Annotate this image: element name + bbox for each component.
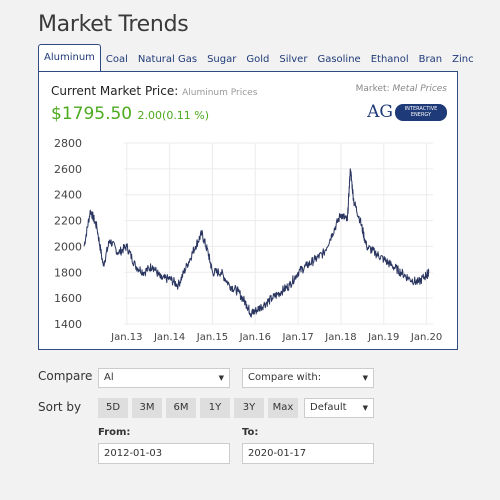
sort-select-value: Default — [310, 402, 347, 413]
logo-text: AG — [367, 102, 393, 122]
y-tick-label: 2600 — [54, 163, 82, 176]
compare-label: Compare — [38, 369, 93, 383]
y-tick-label: 1400 — [54, 318, 82, 331]
range-6m-button[interactable]: 6M — [166, 398, 196, 418]
market-label: Market: Metal Prices — [356, 84, 447, 94]
logo-pill-line1: INTERACTIVE — [404, 106, 438, 112]
price-chart: 1400 1600 1800 2000 2200 2400 2600 2800 Jan.13 Ja… — [54, 137, 442, 343]
y-tick-label: 2800 — [54, 137, 82, 150]
price-value: $1795.50 — [51, 104, 133, 124]
compare-with-select[interactable]: Compare with: ▼ — [242, 368, 374, 388]
commodity-tabs: Aluminum Coal Natural Gas Sugar Gold Sil… — [38, 44, 479, 71]
tab-ethanol[interactable]: Ethanol — [370, 54, 409, 65]
logo-pill-line2: ENERGY — [410, 112, 432, 118]
tab-coal[interactable]: Coal — [105, 54, 128, 65]
brand-logo: AG INTERACTIVE ENERGY — [367, 102, 447, 122]
y-tick-label: 1800 — [54, 266, 82, 279]
x-tick-label: Jan.17 — [281, 332, 313, 343]
y-tick-label: 2200 — [54, 215, 82, 228]
current-price-label: Current Market Price: Aluminum Prices — [51, 84, 257, 98]
x-tick-label: Jan.16 — [239, 332, 271, 343]
x-tick-label: Jan.14 — [153, 332, 185, 343]
x-tick-label: Jan.13 — [110, 332, 142, 343]
y-tick-label: 2400 — [54, 189, 82, 202]
compare-with-value: Compare with: — [248, 372, 322, 383]
range-1y-button[interactable]: 1Y — [200, 398, 230, 418]
tab-natural-gas[interactable]: Natural Gas — [137, 54, 198, 65]
sort-select[interactable]: Default ▼ — [304, 398, 374, 418]
range-3y-button[interactable]: 3Y — [234, 398, 264, 418]
x-tick-label: Jan.20 — [410, 332, 442, 343]
tab-aluminum[interactable]: Aluminum — [38, 44, 101, 71]
current-price-subtitle: Aluminum Prices — [182, 88, 258, 98]
range-5d-button[interactable]: 5D — [98, 398, 128, 418]
y-tick-label: 1600 — [54, 292, 82, 305]
chevron-down-icon: ▼ — [218, 374, 224, 382]
x-tick-label: Jan.18 — [324, 332, 356, 343]
market-label-text: Market: — [355, 84, 390, 94]
market-value: Metal Prices — [392, 84, 447, 94]
page-title: Market Trends — [38, 12, 189, 37]
chevron-down-icon: ▼ — [362, 374, 368, 382]
to-date-input[interactable]: 2020-01-17 — [242, 443, 374, 464]
from-date-input[interactable]: 2012-01-03 — [98, 443, 230, 464]
tab-gold[interactable]: Gold — [246, 54, 270, 65]
chevron-down-icon: ▼ — [362, 404, 368, 412]
logo-pill: INTERACTIVE ENERGY — [395, 103, 447, 121]
tab-zinc[interactable]: Zinc — [452, 54, 474, 65]
x-tick-label: Jan.19 — [367, 332, 399, 343]
compare-select[interactable]: Al ▼ — [98, 368, 230, 388]
current-price: $1795.50 2.00(0.11 %) — [51, 104, 209, 124]
price-series-line — [83, 168, 430, 318]
chart-panel: Current Market Price: Aluminum Prices $1… — [38, 71, 458, 350]
from-label: From: — [98, 427, 131, 438]
tab-bran[interactable]: Bran — [418, 54, 443, 65]
price-change: 2.00(0.11 %) — [137, 109, 210, 122]
to-label: To: — [242, 427, 259, 438]
x-tick-label: Jan.15 — [196, 332, 228, 343]
tab-sugar[interactable]: Sugar — [207, 54, 237, 65]
range-3m-button[interactable]: 3M — [132, 398, 162, 418]
tab-gasoline[interactable]: Gasoline — [317, 54, 361, 65]
y-tick-label: 2000 — [54, 240, 82, 253]
tab-silver[interactable]: Silver — [279, 54, 308, 65]
compare-select-value: Al — [104, 372, 114, 383]
sort-label: Sort by — [38, 400, 82, 414]
current-price-heading: Current Market Price: — [51, 84, 179, 98]
range-max-button[interactable]: Max — [268, 398, 298, 418]
